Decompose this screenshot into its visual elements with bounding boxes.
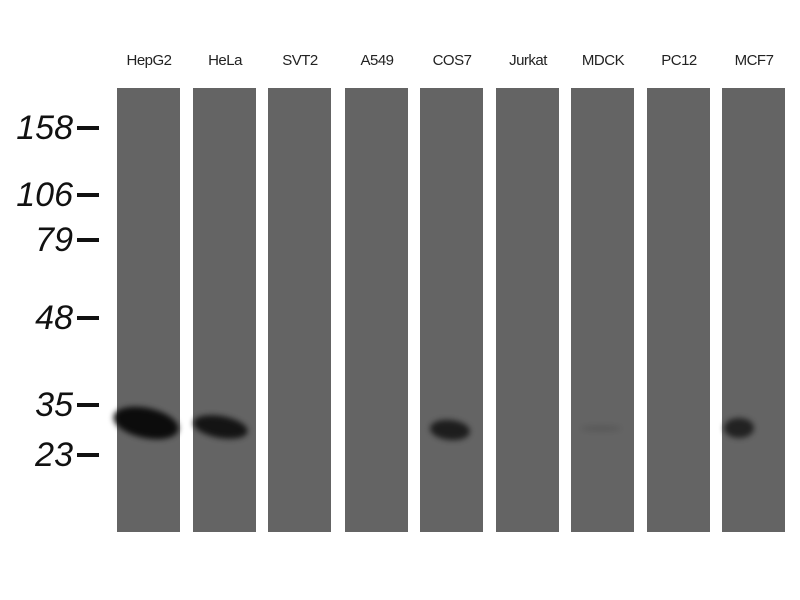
lane-label: MDCK	[581, 52, 625, 69]
blot-lane	[110, 88, 182, 532]
mw-marker-label: 158	[16, 109, 73, 147]
lane-label: HeLa	[208, 52, 242, 69]
blot-lane	[496, 88, 559, 532]
mw-marker-label: 106	[16, 176, 73, 214]
lane-label: HepG2	[126, 52, 172, 69]
blot-lane	[420, 88, 483, 532]
mw-marker-tick	[77, 238, 99, 242]
protein-band	[724, 418, 754, 438]
mw-marker-tick	[77, 403, 99, 407]
mw-marker-tick	[77, 193, 99, 197]
lane-label: PC12	[661, 52, 697, 69]
blot-lane	[722, 88, 785, 532]
blot-lane	[571, 88, 634, 532]
protein-band	[581, 426, 621, 431]
blot-lane	[647, 88, 710, 532]
blot-lane	[268, 88, 331, 532]
lane-label: Jurkat	[509, 52, 547, 69]
mw-marker-label: 23	[35, 436, 73, 474]
lane-label: A549	[360, 52, 394, 69]
mw-marker: 158	[0, 109, 105, 147]
protein-band	[110, 401, 182, 445]
protein-band	[429, 417, 471, 443]
lane-label: SVT2	[282, 52, 318, 69]
mw-marker: 106	[0, 176, 105, 214]
mw-marker-tick	[77, 126, 99, 130]
blot-lane	[191, 88, 256, 532]
lane-label: COS7	[432, 52, 472, 69]
mw-marker: 79	[0, 221, 105, 259]
mw-marker-label: 35	[35, 386, 73, 424]
mw-marker-label: 79	[35, 221, 73, 259]
mw-marker: 48	[0, 299, 105, 337]
lane-label: MCF7	[734, 52, 774, 69]
mw-marker: 23	[0, 436, 105, 474]
mw-marker-tick	[77, 453, 99, 457]
protein-band	[191, 411, 250, 443]
mw-marker: 35	[0, 386, 105, 424]
blot-lane	[345, 88, 408, 532]
mw-marker-label: 48	[35, 299, 73, 337]
mw-marker-tick	[77, 316, 99, 320]
